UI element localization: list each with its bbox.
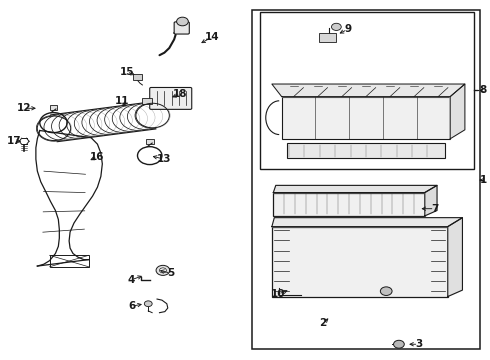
Text: 16: 16 <box>90 152 105 162</box>
Text: 14: 14 <box>204 32 219 42</box>
FancyBboxPatch shape <box>150 87 192 109</box>
Polygon shape <box>273 185 437 193</box>
Circle shape <box>331 23 341 31</box>
Text: 3: 3 <box>415 339 422 349</box>
Bar <box>273 193 425 216</box>
Bar <box>272 226 448 297</box>
Text: 15: 15 <box>120 67 134 77</box>
Bar <box>143 98 152 104</box>
Polygon shape <box>272 84 465 96</box>
Polygon shape <box>425 185 437 216</box>
Text: 6: 6 <box>128 301 135 311</box>
Circle shape <box>145 301 152 307</box>
Circle shape <box>380 287 392 296</box>
Text: 12: 12 <box>17 103 31 113</box>
Circle shape <box>176 17 188 26</box>
Text: 8: 8 <box>480 85 487 95</box>
Text: 4: 4 <box>128 275 135 285</box>
Circle shape <box>393 340 404 348</box>
Text: 5: 5 <box>167 268 174 278</box>
Bar <box>252 10 480 348</box>
Text: 13: 13 <box>157 154 171 164</box>
Text: 11: 11 <box>115 96 129 106</box>
Bar <box>260 12 474 169</box>
Text: 10: 10 <box>271 289 286 299</box>
Text: 18: 18 <box>173 89 188 99</box>
Bar <box>133 74 143 80</box>
Bar <box>319 33 336 42</box>
Circle shape <box>156 265 170 275</box>
Polygon shape <box>450 84 465 139</box>
FancyBboxPatch shape <box>174 22 189 34</box>
Text: 1: 1 <box>480 175 487 185</box>
Bar <box>287 143 445 158</box>
Bar <box>282 96 450 139</box>
Bar <box>146 139 154 144</box>
Text: 2: 2 <box>319 319 327 328</box>
Text: 17: 17 <box>7 136 22 146</box>
Polygon shape <box>448 218 463 297</box>
Text: 9: 9 <box>344 24 351 35</box>
Polygon shape <box>272 218 463 226</box>
Text: 7: 7 <box>431 204 438 214</box>
Bar <box>49 105 57 110</box>
Circle shape <box>159 268 166 273</box>
Bar <box>49 255 89 267</box>
